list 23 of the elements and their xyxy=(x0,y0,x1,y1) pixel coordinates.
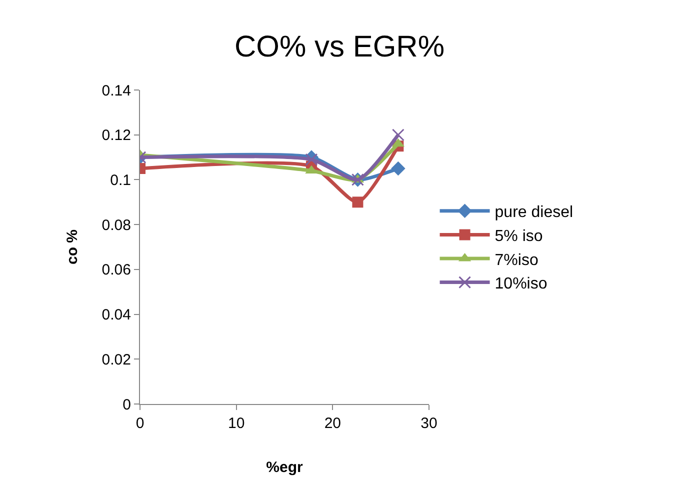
legend-label: 10%iso xyxy=(494,276,548,293)
y-tick-label: 0.08 xyxy=(102,216,131,234)
point xyxy=(352,196,364,208)
y-tick-label: 0.1 xyxy=(110,172,131,189)
y-tick-label: 0.06 xyxy=(102,262,131,279)
legend-label: pure diesel xyxy=(494,204,574,222)
point xyxy=(305,153,318,166)
x-tick-label: 30 xyxy=(420,415,438,432)
x-axis-title: %egr xyxy=(266,459,303,476)
point xyxy=(391,161,406,176)
y-axis-title: co % xyxy=(64,229,82,265)
x-tick-label: 20 xyxy=(324,415,342,432)
y-tick-label: 0.04 xyxy=(102,306,131,324)
point xyxy=(392,128,404,142)
y-tick-label: 0.02 xyxy=(102,351,131,368)
legend-label: 5% iso xyxy=(494,228,543,245)
x-tick-label: 10 xyxy=(228,415,245,432)
legend-label: 7%iso xyxy=(494,252,538,269)
y-tick-label: 0 xyxy=(122,396,131,414)
y-tick-label: 0.14 xyxy=(102,82,131,100)
y-tick-label: 0.12 xyxy=(102,127,131,144)
chart-title: CO% vs EGR% xyxy=(234,30,445,64)
x-tick-label: 0 xyxy=(136,415,144,432)
